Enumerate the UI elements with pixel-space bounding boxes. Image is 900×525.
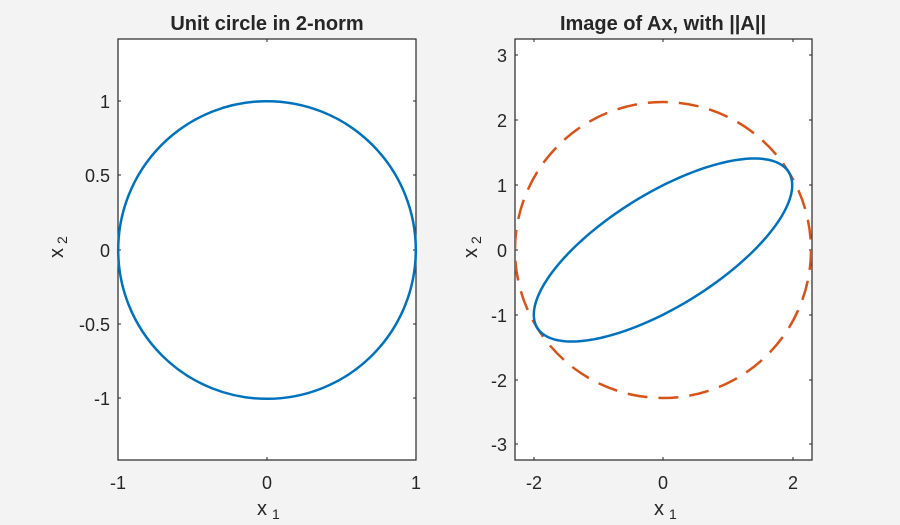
y-tick-label: 0 [497, 241, 507, 261]
svg-text:1: 1 [669, 506, 677, 522]
y-tick-label: 0.5 [85, 166, 110, 186]
x-tick-label: 1 [411, 473, 421, 493]
right-axes: Image of Ax, with ||A|| -2 0 2 3 2 1 0 -… [460, 13, 813, 522]
svg-text:x: x [654, 498, 664, 520]
left-axes-box [117, 38, 417, 461]
norm-circle-line [515, 100, 812, 400]
x-tick-label: 2 [788, 473, 798, 493]
x-tick-label: 0 [262, 473, 272, 493]
y-tick-label: 2 [497, 111, 507, 131]
svg-text:x: x [460, 248, 482, 258]
svg-text:2: 2 [468, 236, 484, 244]
right-title: Image of Ax, with ||A|| [560, 13, 766, 35]
svg-text:x: x [46, 248, 68, 258]
y-tick-label: -0.5 [79, 315, 110, 335]
y-tick-label: 0 [100, 241, 110, 261]
y-tick-label: 1 [497, 176, 507, 196]
unit-circle-line [116, 99, 418, 401]
svg-text:x: x [257, 498, 267, 520]
y-tick-label: -2 [491, 371, 507, 391]
y-tick-label: -1 [94, 389, 110, 409]
right-axes-box [514, 38, 813, 461]
svg-text:2: 2 [54, 236, 70, 244]
left-axes: Unit circle in 2-norm -1 0 1 1 0.5 0 -0.… [46, 13, 421, 522]
left-ylabel: x 2 [46, 236, 70, 258]
right-ylabel: x 2 [460, 236, 484, 258]
x-tick-label: -1 [110, 473, 126, 493]
x-tick-label: 0 [658, 473, 668, 493]
left-title: Unit circle in 2-norm [170, 13, 363, 35]
y-tick-label: 1 [100, 92, 110, 112]
ellipse-line [532, 157, 794, 343]
svg-text:1: 1 [272, 506, 280, 522]
y-tick-label: 3 [497, 46, 507, 66]
y-tick-label: -1 [491, 306, 507, 326]
x-tick-label: -2 [526, 473, 542, 493]
y-tick-label: -3 [491, 435, 507, 455]
right-xlabel: x 1 [654, 498, 677, 522]
left-xlabel: x 1 [257, 498, 280, 522]
